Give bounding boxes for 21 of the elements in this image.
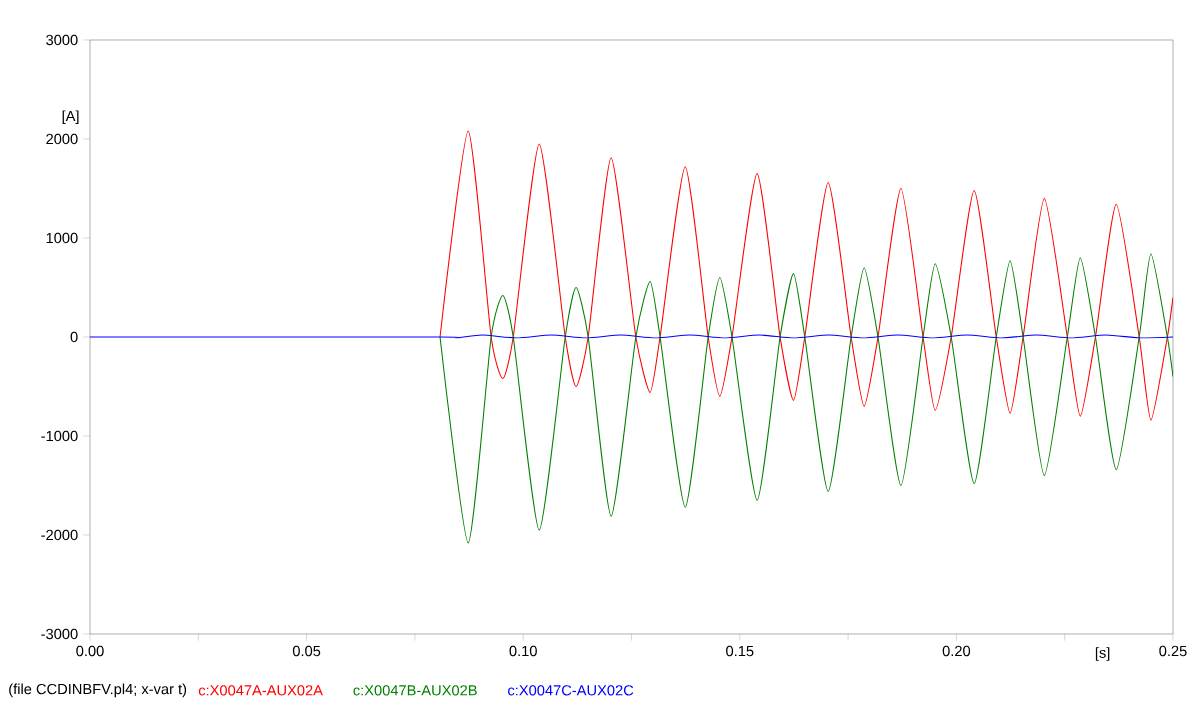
y-tick-label: 3000 xyxy=(46,34,78,46)
y-tick-label: -2000 xyxy=(41,529,78,541)
text: c:X0047B-AUX02B xyxy=(353,685,477,696)
y-tick-label: 1000 xyxy=(46,232,78,244)
line-series xyxy=(439,253,1173,544)
x-tick-label: 0.15 xyxy=(726,645,754,657)
line-series xyxy=(439,130,1173,421)
y-tick-label: -3000 xyxy=(41,628,78,640)
x-tick-label: 0.25 xyxy=(1159,645,1187,657)
x-tick-label: 0.05 xyxy=(292,645,321,657)
y-tick-label: 2000 xyxy=(46,133,78,145)
text: (file CCDINBFV.pl4; x-var t) xyxy=(9,683,187,698)
x-tick-label: 0.10 xyxy=(509,645,537,657)
y-tick-label: -1000 xyxy=(41,430,78,442)
x-tick-label: 0.20 xyxy=(942,645,971,657)
text: c:X0047A-AUX02A xyxy=(198,685,323,696)
y-tick-label: 0 xyxy=(70,331,78,343)
text: c:X0047C-AUX02C xyxy=(508,685,634,696)
y-axis-title: [A] xyxy=(62,110,79,125)
x-tick-label: 0.00 xyxy=(76,645,104,657)
x-axis-title: [s] xyxy=(1095,647,1110,661)
